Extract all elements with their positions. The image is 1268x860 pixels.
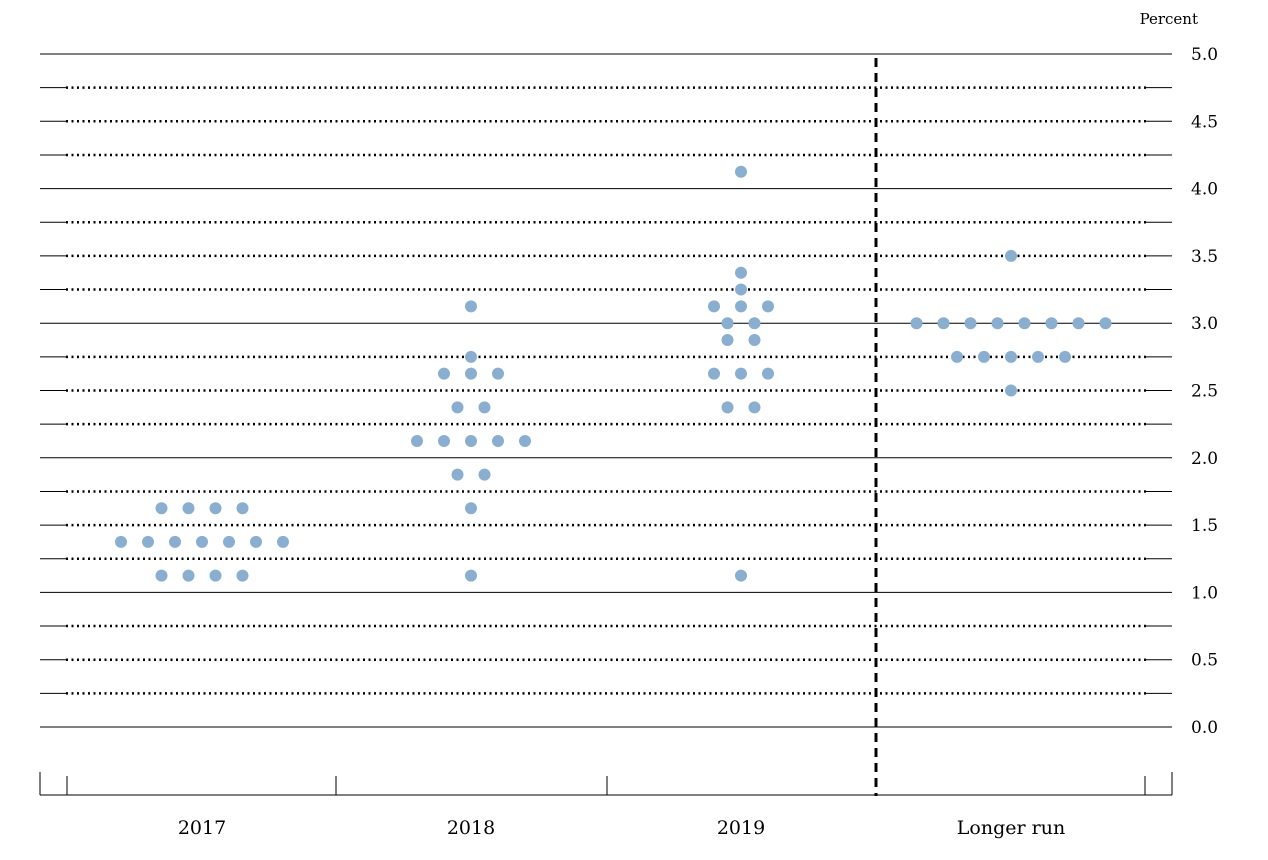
- y-tick-label: 2.0: [1191, 449, 1218, 469]
- dot-point: [155, 502, 168, 515]
- y-tick-label: 0.0: [1191, 718, 1218, 738]
- grid-lines: [40, 53, 1172, 728]
- dot-point: [762, 367, 774, 380]
- dot-point: [748, 401, 761, 414]
- dot-point: [465, 350, 477, 363]
- y-tick-label: 2.5: [1191, 382, 1218, 402]
- dot-point: [735, 569, 747, 582]
- dot-point: [1059, 350, 1071, 363]
- dot-point: [937, 317, 950, 330]
- dot-point: [1032, 350, 1044, 363]
- y-tick-label: 5.0: [1191, 45, 1218, 65]
- dot-point: [735, 300, 747, 313]
- dot-point: [465, 434, 477, 447]
- y-tick-labels: 5.0 4.5 4.0 3.5 3.0 2.5 2.0 1.5 1.0 0.5 0.0: [1191, 45, 1218, 738]
- dot-point: [250, 535, 262, 548]
- y-tick-label: 0.5: [1191, 651, 1218, 671]
- dot-point: [223, 535, 235, 548]
- dot-point: [451, 401, 464, 414]
- dot-point: [735, 165, 747, 178]
- dot-point: [735, 283, 747, 296]
- y-tick-label: 1.5: [1191, 516, 1218, 536]
- dot-point: [196, 535, 208, 548]
- dot-point: [721, 317, 734, 330]
- dot-point: [465, 569, 477, 582]
- dot-point: [735, 367, 747, 380]
- dot-point: [155, 569, 168, 582]
- dot-point: [1005, 384, 1017, 397]
- dot-point: [236, 569, 249, 582]
- dot-point: [492, 367, 504, 380]
- dot-point: [910, 317, 923, 330]
- dot-point: [236, 502, 249, 515]
- dot-point: [519, 434, 531, 447]
- dot-point: [1072, 317, 1085, 330]
- dot-point: [465, 367, 477, 380]
- y-tick-label: 3.5: [1191, 247, 1218, 267]
- dot-point: [182, 569, 195, 582]
- y-tick-label: 4.5: [1191, 112, 1218, 132]
- dot-point: [1005, 249, 1017, 262]
- dot-point: [1018, 317, 1031, 330]
- dot-point: [209, 569, 222, 582]
- dot-point: [762, 300, 774, 313]
- x-axis: 2017 2018 2019 Longer run: [39, 772, 1173, 839]
- dot-point: [748, 317, 761, 330]
- dot-point: [1045, 317, 1058, 330]
- dots: [115, 165, 1112, 582]
- y-axis-label: Percent: [1140, 10, 1198, 28]
- x-category-label: 2017: [178, 817, 226, 839]
- dot-point: [748, 334, 761, 347]
- dot-point: [478, 401, 491, 414]
- dot-point: [964, 317, 977, 330]
- dot-point: [991, 317, 1004, 330]
- y-tick-label: 1.0: [1191, 583, 1218, 603]
- dot-point: [438, 434, 450, 447]
- x-category-label: 2019: [717, 817, 765, 839]
- dot-point: [478, 468, 491, 481]
- y-tick-label: 3.0: [1191, 314, 1218, 334]
- dot-point: [411, 434, 423, 447]
- dot-point: [951, 350, 963, 363]
- dot-point: [721, 401, 734, 414]
- x-category-label: 2018: [447, 817, 495, 839]
- dot-point: [721, 334, 734, 347]
- dot-point: [708, 367, 720, 380]
- dot-point: [978, 350, 990, 363]
- dot-point: [708, 300, 720, 313]
- y-tick-label: 4.0: [1191, 180, 1218, 200]
- dot-point: [465, 300, 477, 313]
- dot-point: [115, 535, 127, 548]
- dot-point: [277, 535, 289, 548]
- dot-point: [492, 434, 504, 447]
- dot-point: [438, 367, 450, 380]
- dot-point: [1099, 317, 1112, 330]
- dot-point: [142, 535, 154, 548]
- dot-point: [465, 502, 477, 515]
- dot-point: [451, 468, 464, 481]
- dot-point: [169, 535, 181, 548]
- dot-point: [735, 266, 747, 279]
- dot-point: [182, 502, 195, 515]
- dot-point: [1005, 350, 1017, 363]
- dot-point: [209, 502, 222, 515]
- x-category-label: Longer run: [957, 817, 1065, 839]
